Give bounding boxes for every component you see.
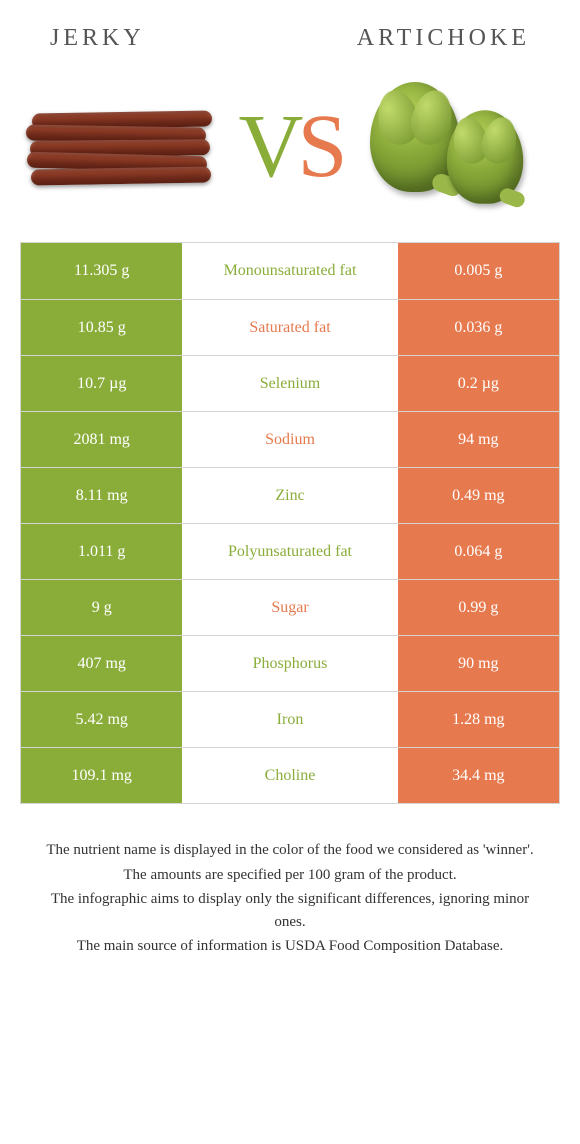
left-value: 109.1 mg xyxy=(21,748,182,803)
nutrient-label: Saturated fat xyxy=(182,300,397,355)
right-title: ARTICHOKE xyxy=(357,25,530,52)
table-row: 10.85 gSaturated fat0.036 g xyxy=(21,299,559,355)
table-row: 8.11 mgZinc0.49 mg xyxy=(21,467,559,523)
right-value: 0.036 g xyxy=(398,300,559,355)
table-row: 2081 mgSodium94 mg xyxy=(21,411,559,467)
title-row: JERKY ARTICHOKE xyxy=(0,0,580,62)
left-value: 10.85 g xyxy=(21,300,182,355)
footer-notes: The nutrient name is displayed in the co… xyxy=(0,804,580,958)
right-value: 90 mg xyxy=(398,636,559,691)
nutrient-label: Sugar xyxy=(182,580,397,635)
table-row: 10.7 µgSelenium0.2 µg xyxy=(21,355,559,411)
left-value: 10.7 µg xyxy=(21,356,182,411)
nutrient-label: Zinc xyxy=(182,468,397,523)
nutrient-label: Choline xyxy=(182,748,397,803)
nutrient-table: 11.305 gMonounsaturated fat0.005 g10.85 … xyxy=(20,242,560,804)
left-value: 1.011 g xyxy=(21,524,182,579)
left-value: 2081 mg xyxy=(21,412,182,467)
table-row: 5.42 mgIron1.28 mg xyxy=(21,691,559,747)
footer-line: The amounts are specified per 100 gram o… xyxy=(35,864,545,887)
vs-v: V xyxy=(238,97,297,196)
hero-row: VS xyxy=(0,62,580,242)
nutrient-label: Sodium xyxy=(182,412,397,467)
footer-line: The nutrient name is displayed in the co… xyxy=(35,839,545,862)
nutrient-label: Phosphorus xyxy=(182,636,397,691)
right-value: 34.4 mg xyxy=(398,748,559,803)
footer-line: The main source of information is USDA F… xyxy=(35,935,545,958)
left-value: 11.305 g xyxy=(21,243,182,299)
left-title: JERKY xyxy=(50,25,145,52)
right-value: 0.99 g xyxy=(398,580,559,635)
right-value: 0.005 g xyxy=(398,243,559,299)
footer-line: The infographic aims to display only the… xyxy=(35,888,545,933)
right-value: 94 mg xyxy=(398,412,559,467)
left-value: 5.42 mg xyxy=(21,692,182,747)
jerky-image xyxy=(25,82,215,212)
artichoke-image xyxy=(365,82,555,212)
table-row: 9 gSugar0.99 g xyxy=(21,579,559,635)
nutrient-label: Iron xyxy=(182,692,397,747)
vs-label: VS xyxy=(238,102,341,192)
left-value: 407 mg xyxy=(21,636,182,691)
left-value: 9 g xyxy=(21,580,182,635)
right-value: 1.28 mg xyxy=(398,692,559,747)
vs-s: S xyxy=(297,97,341,196)
table-row: 1.011 gPolyunsaturated fat0.064 g xyxy=(21,523,559,579)
right-value: 0.49 mg xyxy=(398,468,559,523)
nutrient-label: Monounsaturated fat xyxy=(182,243,397,299)
right-value: 0.064 g xyxy=(398,524,559,579)
table-row: 11.305 gMonounsaturated fat0.005 g xyxy=(21,243,559,299)
right-value: 0.2 µg xyxy=(398,356,559,411)
nutrient-label: Polyunsaturated fat xyxy=(182,524,397,579)
nutrient-label: Selenium xyxy=(182,356,397,411)
table-row: 109.1 mgCholine34.4 mg xyxy=(21,747,559,803)
left-value: 8.11 mg xyxy=(21,468,182,523)
table-row: 407 mgPhosphorus90 mg xyxy=(21,635,559,691)
